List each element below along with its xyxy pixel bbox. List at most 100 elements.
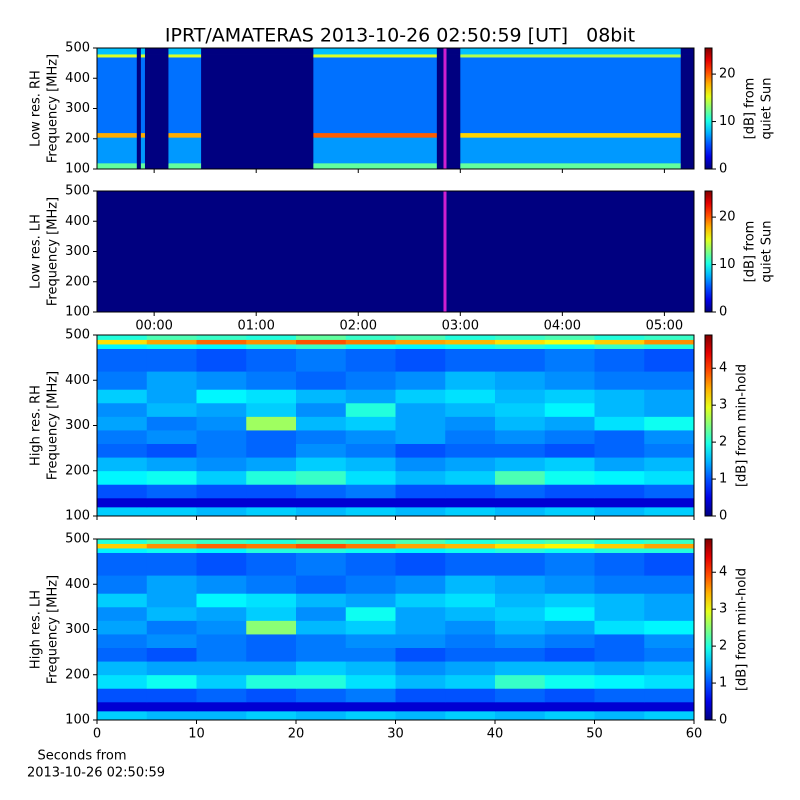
heatmap-cell xyxy=(97,701,148,712)
heatmap-cell xyxy=(97,543,148,549)
heatmap-cell xyxy=(196,344,247,349)
heatmap-cell xyxy=(345,606,396,621)
heatmap-cell xyxy=(594,674,645,689)
heatmap-cell xyxy=(445,497,496,508)
heatmap-cell xyxy=(97,48,138,55)
heatmap-cell xyxy=(246,457,297,472)
heatmap-cell xyxy=(97,688,148,703)
heatmap-cell xyxy=(395,402,446,417)
heatmap-cell xyxy=(246,506,297,517)
heatmap-cell xyxy=(97,674,148,689)
heatmap-cell xyxy=(495,506,546,517)
heatmap-cell xyxy=(246,348,297,372)
heatmap-cell xyxy=(395,430,446,444)
heatmap-cell xyxy=(313,57,438,134)
heatmap-cell xyxy=(445,457,496,472)
heatmap-cell xyxy=(196,552,247,576)
heatmap-cell xyxy=(246,430,297,444)
colorbar-tick-label: 1 xyxy=(719,676,727,691)
y-tick-label: 100 xyxy=(65,713,90,728)
heatmap-cell xyxy=(445,661,496,676)
x-tick-label: 30 xyxy=(387,727,404,742)
y-axis-label: High res. LH xyxy=(29,590,44,669)
heatmap-cell xyxy=(97,606,148,621)
heatmap-cell xyxy=(97,506,148,517)
heatmap-cell xyxy=(345,457,396,472)
x-tick-label: 20 xyxy=(288,727,305,742)
heatmap-cell xyxy=(296,674,347,689)
heatmap-cell xyxy=(146,552,197,576)
heatmap-cell xyxy=(594,593,645,608)
x-tick-label: 0 xyxy=(93,727,101,742)
heatmap-cell xyxy=(140,132,146,138)
colorbar-label: [dB] from min-hold xyxy=(735,568,750,691)
colorbar-tick-label: 20 xyxy=(719,67,736,82)
heatmap-cell xyxy=(544,335,595,340)
heatmap-cell xyxy=(246,688,297,703)
heatmap-cell xyxy=(246,548,297,553)
heatmap-cell xyxy=(296,688,347,703)
heatmap-cell xyxy=(296,593,347,608)
heatmap-cell xyxy=(196,348,247,372)
heatmap-cell xyxy=(345,470,396,485)
colorbar-tick-label: 0 xyxy=(719,162,727,177)
heatmap-cell xyxy=(313,54,438,58)
heatmap-cell xyxy=(445,620,496,635)
heatmap-cell xyxy=(594,575,645,594)
heatmap-cell xyxy=(296,543,347,549)
heatmap-cell xyxy=(196,710,247,721)
x-tick-label: 03:00 xyxy=(442,319,479,334)
heatmap-cell xyxy=(495,710,546,721)
heatmap-cell xyxy=(544,430,595,444)
y-tick-label: 500 xyxy=(65,328,90,343)
y-tick-label: 500 xyxy=(65,41,90,56)
heatmap-cell xyxy=(136,137,142,164)
heatmap-cell xyxy=(395,543,446,549)
heatmap-cell xyxy=(644,506,695,517)
heatmap-cell xyxy=(296,484,347,499)
heatmap-cell xyxy=(196,371,247,390)
heatmap-cell xyxy=(544,634,595,648)
heatmap-cell xyxy=(644,443,695,458)
heatmap-cell xyxy=(395,548,446,553)
heatmap-cell xyxy=(146,416,197,431)
heatmap-cell xyxy=(196,335,247,340)
heatmap-cell xyxy=(445,506,496,517)
heatmap-cell xyxy=(436,57,461,134)
colorbar-label: [dB] from xyxy=(743,221,758,283)
heatmap-cell xyxy=(594,539,645,544)
colorbar-tick-label: 20 xyxy=(719,210,736,225)
heatmap-cell xyxy=(644,674,695,689)
heatmap-cell xyxy=(345,416,396,431)
heatmap-cell xyxy=(196,647,247,662)
heatmap-cell xyxy=(495,371,546,390)
heatmap-cell xyxy=(313,48,438,55)
heatmap-cell xyxy=(460,57,682,134)
heatmap-cell xyxy=(644,348,695,372)
heatmap-cell xyxy=(201,132,314,138)
heatmap-cell xyxy=(436,137,461,164)
heatmap-cell xyxy=(544,470,595,485)
heatmap-cell xyxy=(345,552,396,576)
heatmap-cell xyxy=(97,348,148,372)
heatmap-cell xyxy=(168,48,202,55)
heatmap-cell xyxy=(296,430,347,444)
heatmap-cell xyxy=(296,710,347,721)
heatmap-cell xyxy=(97,710,148,721)
heatmap-cell xyxy=(544,593,595,608)
heatmap-cell xyxy=(146,701,197,712)
colorbar-tick-label: 2 xyxy=(719,435,727,450)
colorbar-tick-label: 10 xyxy=(719,257,736,272)
heatmap-cell xyxy=(495,634,546,648)
heatmap-cell xyxy=(544,484,595,499)
heatmap-cell xyxy=(246,497,297,508)
heatmap-cell xyxy=(97,371,148,390)
heatmap-cell xyxy=(460,132,682,138)
y-tick-label: 400 xyxy=(65,373,90,388)
heatmap-cell xyxy=(140,54,146,58)
heatmap-cell xyxy=(296,389,347,404)
heatmap-cell xyxy=(196,593,247,608)
colorbar-tick-label: 4 xyxy=(719,565,727,580)
heatmap-cell xyxy=(97,548,148,553)
y-tick-label: 400 xyxy=(65,71,90,86)
